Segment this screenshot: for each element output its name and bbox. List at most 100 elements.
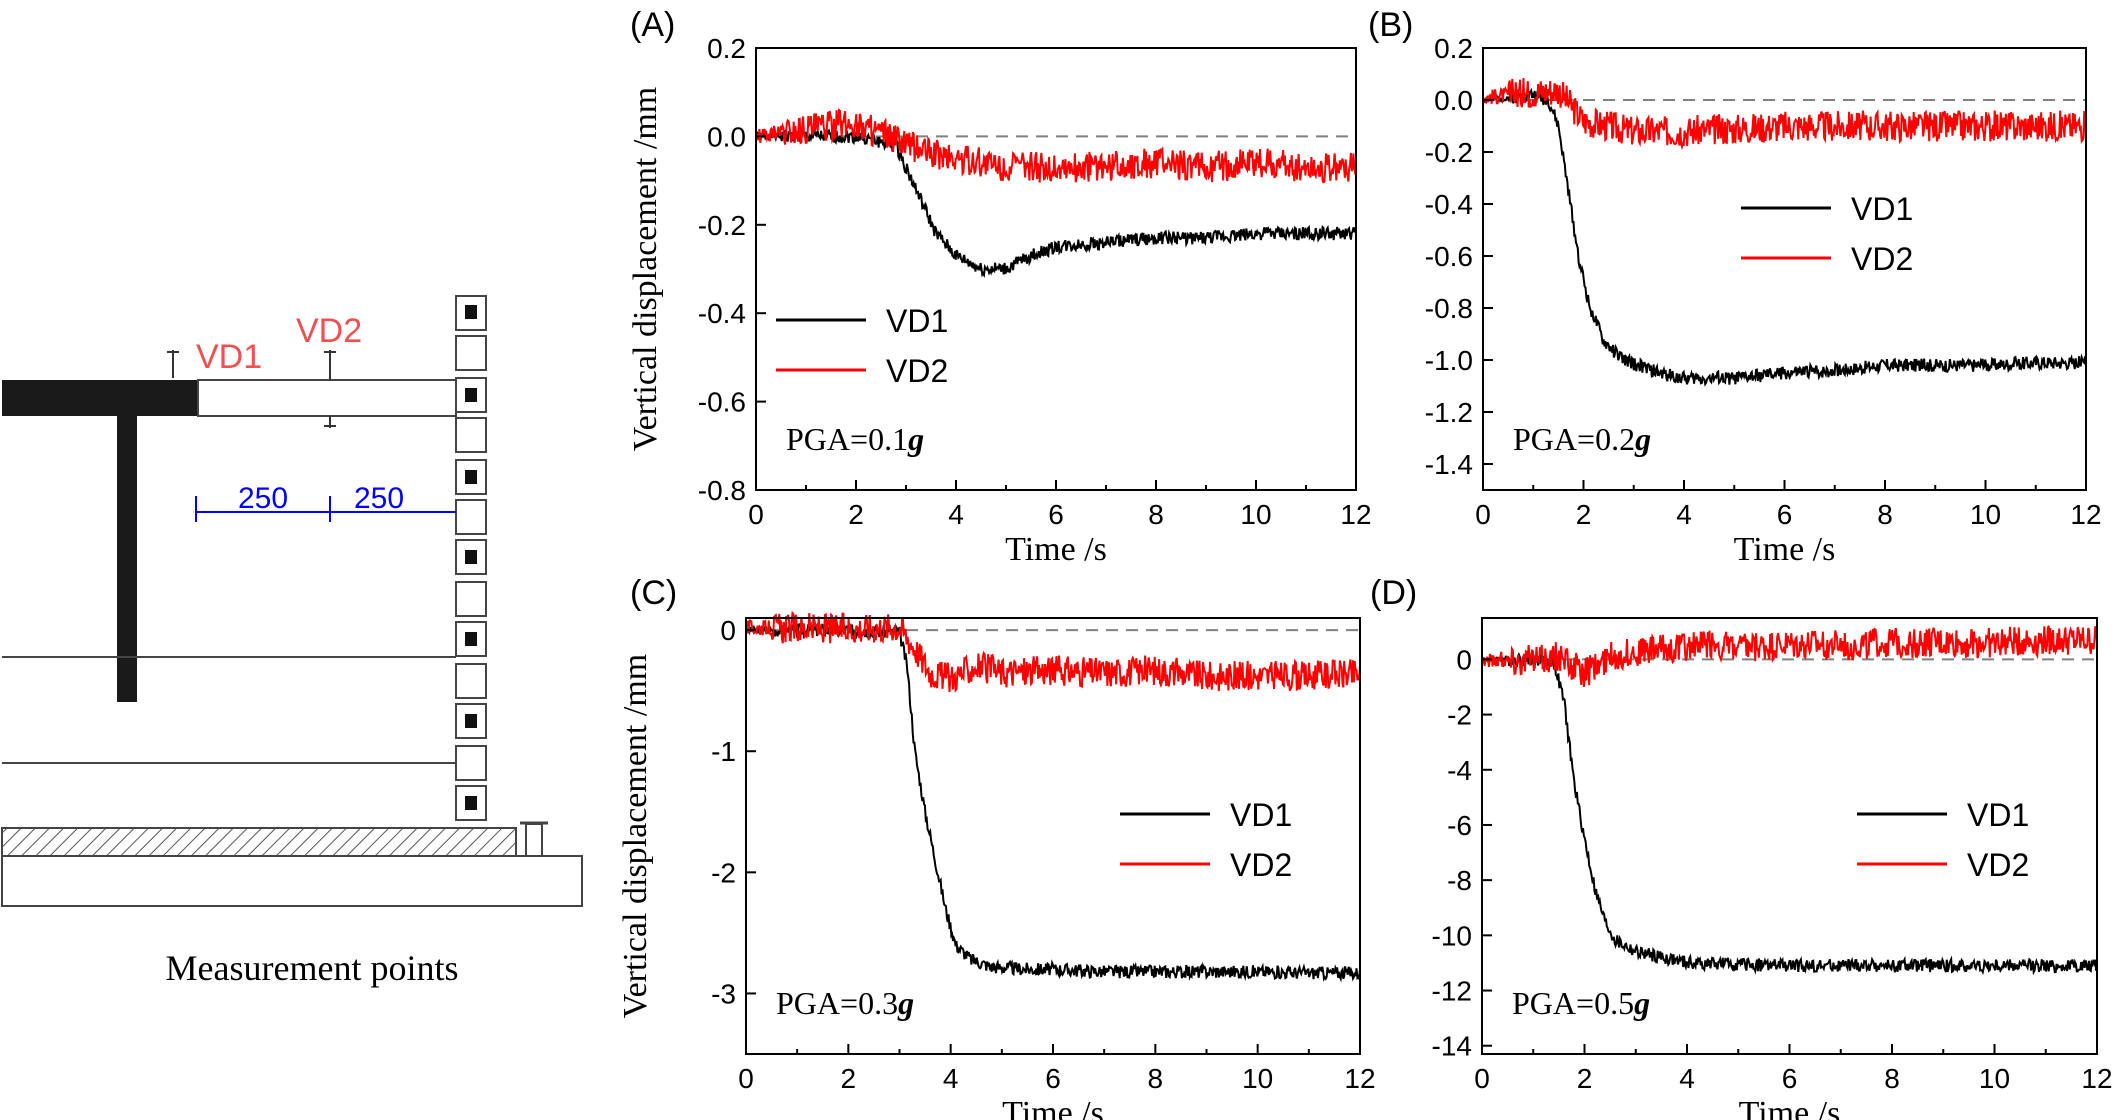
- x-tick-label: 4: [1679, 1063, 1695, 1094]
- legend-label-vd1: VD1: [1230, 797, 1292, 833]
- panel-label: (C): [630, 574, 677, 612]
- y-tick-label: -0.2: [1425, 137, 1473, 168]
- foundation-hatch: [1, 827, 517, 857]
- x-tick-label: 0: [1475, 499, 1491, 530]
- panel-label: (B): [1368, 6, 1413, 44]
- sensor-vd1-icon: [167, 350, 179, 378]
- legend-label-vd2: VD2: [1967, 847, 2029, 883]
- x-tick-label: 6: [1048, 499, 1064, 530]
- column-stem: [117, 416, 137, 702]
- pga-annotation: PGA=0.1g: [786, 421, 924, 457]
- x-tick-label: 4: [1676, 499, 1692, 530]
- pga-annotation: PGA=0.5g: [1512, 985, 1650, 1021]
- y-tick-label: -1.0: [1425, 345, 1473, 376]
- x-tick-label: 2: [848, 499, 864, 530]
- y-tick-label: -6: [1447, 810, 1472, 841]
- wall-column: [455, 295, 487, 821]
- y-tick-label: 0: [720, 615, 736, 646]
- chart-panel-c: (C) 0 2 4 6 8 10 12 -3 -2 -1 0 Time /s Vertical displ…: [617, 574, 1376, 1120]
- y-tick-label: -14: [1432, 1031, 1472, 1062]
- chart-panel-b: (B) 0 2 4 6 8 10 12 -1.4 -1.2 -1.0 -0.8 -0.6 -0.4 -0.2…: [1368, 6, 2102, 568]
- y-tick-label: -10: [1432, 920, 1472, 951]
- x-tick-label: 4: [948, 499, 964, 530]
- y-tick-label: -8: [1447, 865, 1472, 896]
- x-tick-label: 8: [1148, 1063, 1164, 1094]
- x-axis-label: Time /s: [1005, 531, 1107, 568]
- x-axis-label: Time /s: [1002, 1095, 1104, 1120]
- y-tick-label: -0.6: [1425, 241, 1473, 272]
- x-tick-label: 10: [1979, 1063, 2010, 1094]
- series-line-vd1: [1481, 651, 2098, 976]
- x-axis-label: Time /s: [1734, 531, 1836, 568]
- x-tick-label: 2: [1577, 1063, 1593, 1094]
- x-axis-label: Time /s: [1739, 1095, 1841, 1120]
- dimension-line: [195, 496, 456, 522]
- y-tick-label: -0.4: [698, 298, 746, 329]
- anchor-bolt: [525, 823, 543, 857]
- x-tick-label: 12: [1344, 1063, 1375, 1094]
- measurement-schematic: VD1 VD2 250 250 Measurement points: [1, 295, 583, 988]
- x-tick-label: 8: [1148, 499, 1164, 530]
- x-tick-label: 0: [1474, 1063, 1490, 1094]
- panel-label: (D): [1370, 574, 1417, 612]
- y-tick-label: 0.0: [1434, 85, 1473, 116]
- dimension-label: 250: [354, 482, 404, 515]
- dimension-label: 250: [238, 482, 288, 515]
- x-tick-label: 12: [2070, 499, 2101, 530]
- y-tick-label: -2: [711, 857, 736, 888]
- sensor-vd2-icon: [324, 350, 336, 428]
- series-line-vd2: [745, 610, 1361, 693]
- point-label-vd2: VD2: [296, 312, 362, 350]
- x-tick-label: 6: [1045, 1063, 1061, 1094]
- x-tick-label: 0: [738, 1063, 754, 1094]
- wall-column-studs: [465, 305, 477, 810]
- x-tick-label: 12: [1340, 499, 1371, 530]
- beam-outline: [197, 379, 457, 417]
- legend-label-vd2: VD2: [1851, 241, 1913, 277]
- legend-label-vd1: VD1: [1967, 797, 2029, 833]
- x-tick-label: 8: [1884, 1063, 1900, 1094]
- series-line-vd1: [1482, 87, 2087, 387]
- x-tick-label: 2: [841, 1063, 857, 1094]
- schematic-caption: Measurement points: [166, 948, 459, 988]
- x-tick-label: 10: [1240, 499, 1271, 530]
- x-tick-label: 4: [943, 1063, 959, 1094]
- x-tick-label: 2: [1576, 499, 1592, 530]
- y-tick-label: 0: [1456, 644, 1472, 675]
- y-tick-label: -4: [1447, 755, 1472, 786]
- y-tick-label: -0.2: [698, 210, 746, 241]
- legend-label-vd2: VD2: [886, 353, 948, 389]
- legend-label-vd1: VD1: [886, 303, 948, 339]
- series-line-vd1: [755, 128, 1357, 279]
- point-label-vd1: VD1: [196, 338, 262, 376]
- y-tick-label: -3: [711, 978, 736, 1009]
- y-tick-label: -12: [1432, 976, 1472, 1007]
- y-axis-label: Vertical displacement /mm: [627, 87, 664, 451]
- legend-label-vd2: VD2: [1230, 847, 1292, 883]
- y-tick-label: -0.6: [698, 387, 746, 418]
- x-tick-label: 10: [1242, 1063, 1273, 1094]
- x-tick-label: 10: [1970, 499, 2001, 530]
- y-tick-label: -1.4: [1425, 449, 1473, 480]
- legend-label-vd1: VD1: [1851, 191, 1913, 227]
- y-tick-label: -2: [1447, 700, 1472, 731]
- y-tick-label: 0.2: [707, 33, 746, 64]
- x-tick-label: 6: [1782, 1063, 1798, 1094]
- y-tick-label: -1: [711, 736, 736, 767]
- panel-label: (A): [630, 6, 675, 44]
- pga-annotation: PGA=0.3g: [776, 985, 914, 1021]
- chart-panel-a: (A) 0 2 4 6 8 10 12 -0.8 -0.6 -0.4 -0.2 0.0 0.2 Time /…: [627, 6, 1372, 568]
- y-tick-label: 0.0: [707, 121, 746, 152]
- series-line-vd2: [1482, 77, 2087, 151]
- x-tick-label: 12: [2081, 1063, 2112, 1094]
- y-tick-label: -0.8: [698, 475, 746, 506]
- chart-panel-d: (D) 0 2 4 6 8 10 12 -14 -12 -10 -8 -6 -4 -2 0 Time /s VD1…: [1370, 574, 2113, 1120]
- beam-solid: [2, 380, 198, 416]
- y-axis-label: Vertical displacement /mm: [617, 654, 654, 1018]
- series-line-vd2: [755, 107, 1357, 184]
- y-tick-label: -0.4: [1425, 189, 1473, 220]
- foundation-base: [1, 855, 583, 907]
- y-tick-label: 0.2: [1434, 33, 1473, 64]
- x-tick-label: 8: [1877, 499, 1893, 530]
